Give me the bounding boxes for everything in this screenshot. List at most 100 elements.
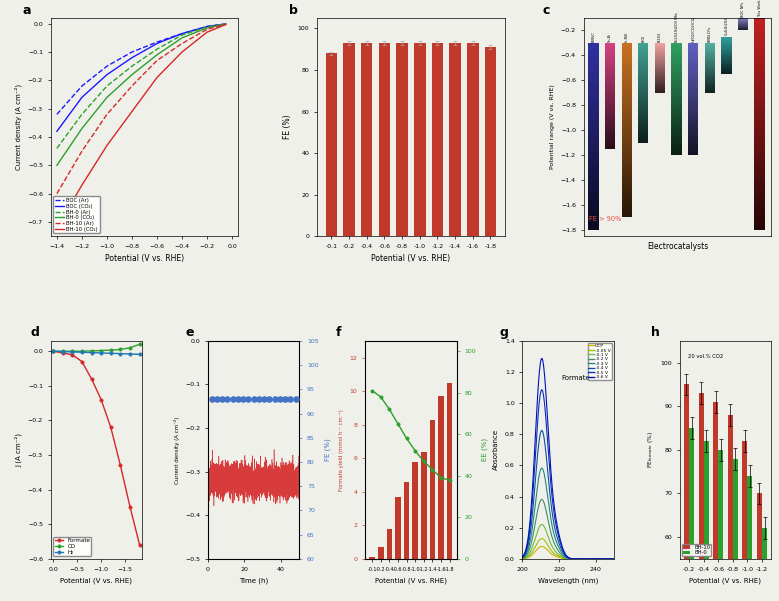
Bar — [671, 97, 682, 99]
X-axis label: Potential (V vs. RHE): Potential (V vs. RHE) — [105, 254, 184, 263]
Y-axis label: FE (%): FE (%) — [284, 115, 292, 139]
Bar — [622, 203, 632, 207]
Bar — [705, 86, 715, 87]
Bar — [605, 127, 615, 130]
Bar — [638, 136, 648, 139]
Bar — [605, 73, 615, 75]
Bar — [588, 58, 599, 62]
BOC (Ar) — [102, 63, 111, 70]
Bar — [588, 103, 599, 106]
Bar — [671, 88, 682, 90]
Legend: Formate, CO, H₂: Formate, CO, H₂ — [54, 537, 91, 556]
Text: a: a — [23, 4, 31, 17]
Text: FE > 90%: FE > 90% — [589, 216, 622, 222]
Bar — [754, 166, 765, 171]
Bar — [638, 121, 648, 123]
Bar — [588, 110, 599, 114]
Bar — [622, 182, 632, 186]
Bar — [588, 170, 599, 174]
Bar — [688, 148, 698, 151]
Text: Formate: Formate — [561, 375, 590, 381]
Bar — [742, 441, 747, 601]
Bar — [605, 49, 615, 52]
Bar — [671, 90, 682, 93]
Bar — [703, 441, 709, 601]
Bar — [605, 140, 615, 142]
Point — [273, 394, 286, 404]
Bar — [467, 43, 478, 236]
Bar — [622, 71, 632, 75]
Bar — [622, 99, 632, 102]
Bar — [588, 95, 599, 99]
Bar — [655, 76, 665, 77]
Bar — [588, 151, 599, 155]
Bar — [361, 43, 372, 236]
Bar — [688, 101, 698, 103]
Bar — [754, 43, 765, 47]
Bar — [705, 51, 715, 52]
Bar — [605, 115, 615, 117]
Bar — [638, 115, 648, 117]
H₂ — [125, 350, 135, 358]
Bar — [638, 67, 648, 69]
Text: Sn-Bi: Sn-Bi — [608, 32, 612, 41]
Bar — [655, 90, 665, 91]
Bar — [754, 132, 765, 136]
X-axis label: Electrocatalysts: Electrocatalysts — [647, 242, 708, 251]
Bar — [688, 94, 698, 97]
Bar — [671, 106, 682, 108]
Bar — [671, 128, 682, 130]
Bar — [638, 111, 648, 113]
BH-10 (Ar) — [203, 26, 212, 33]
Bar — [622, 81, 632, 85]
Bar — [688, 92, 698, 94]
Bar — [655, 88, 665, 89]
Bar — [705, 81, 715, 82]
X-axis label: Wavelength (nm): Wavelength (nm) — [538, 577, 598, 584]
Bar — [622, 158, 632, 162]
Bar — [588, 129, 599, 133]
Bar — [721, 40, 731, 41]
Bar — [671, 76, 682, 79]
Bar — [605, 96, 615, 98]
Bar — [655, 62, 665, 63]
BH-0 (Ar) — [178, 31, 187, 38]
Bar — [622, 50, 632, 53]
Bar — [671, 58, 682, 61]
Bar — [638, 55, 648, 57]
Bar — [605, 123, 615, 126]
BH-10 (CO₂) — [153, 74, 162, 81]
Bar — [588, 43, 599, 47]
Bar — [655, 64, 665, 65]
Bar — [705, 69, 715, 70]
Bar — [754, 26, 765, 31]
Bar — [622, 151, 632, 154]
Bar — [754, 128, 765, 132]
BOC (CO₂) — [102, 71, 111, 78]
Bar — [605, 43, 615, 45]
Bar — [754, 31, 765, 35]
Bar — [605, 132, 615, 134]
BH-10 (Ar) — [221, 20, 231, 28]
Bar — [605, 87, 615, 90]
Bar — [705, 77, 715, 78]
Bar — [688, 54, 698, 56]
Bar — [688, 63, 698, 66]
BH-0 (CO₂) — [52, 162, 62, 169]
Bar — [622, 141, 632, 144]
Bar — [705, 52, 715, 53]
Bar — [655, 87, 665, 88]
Bar — [705, 91, 715, 92]
Bar — [655, 80, 665, 81]
Bar — [622, 46, 632, 50]
Bar — [605, 121, 615, 123]
Bar — [605, 53, 615, 56]
BH-10 (Ar) — [153, 57, 162, 64]
Bar — [588, 185, 599, 189]
Bar — [638, 81, 648, 83]
Bar — [655, 81, 665, 82]
Bar — [671, 101, 682, 103]
Bar — [655, 68, 665, 69]
Point — [242, 394, 255, 404]
Bar — [688, 79, 698, 81]
